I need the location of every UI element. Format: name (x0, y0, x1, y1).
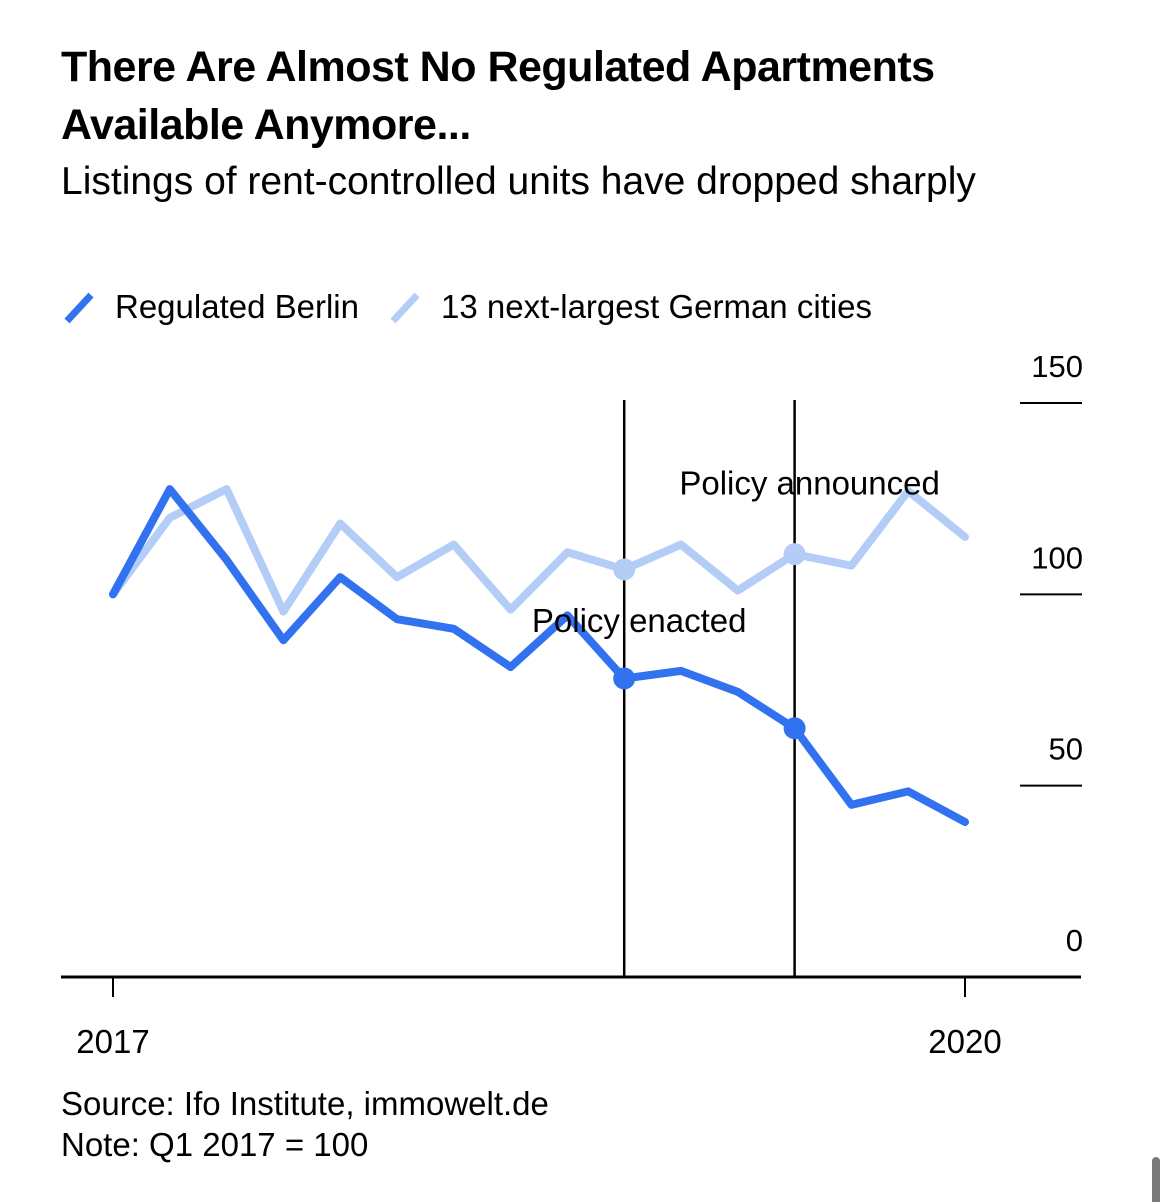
source-notes: Source: Ifo Institute, immowelt.de Note:… (61, 1083, 549, 1165)
line-chart: 0 50 100 150 Policy enacted Policy announced… (61, 349, 1083, 1060)
legend: Regulated Berlin 13 next-largest German … (61, 287, 900, 327)
data-point-marker (613, 667, 636, 690)
chart-title: There Are Almost No Regulated Apartments… (61, 43, 935, 149)
annotation-label: Policy announced (679, 464, 940, 501)
annotations: Policy enacted Policy announced (532, 464, 940, 639)
y-tick-label: 150 (1031, 349, 1083, 384)
data-point-marker (783, 543, 806, 566)
legend-label-other-cities: 13 next-largest German cities (441, 288, 873, 325)
x-tick-label: 2017 (76, 1023, 149, 1060)
legend-item-other-cities: 13 next-largest German cities (387, 287, 872, 327)
series-line-berlin (109, 485, 969, 827)
legend-label-berlin: Regulated Berlin (115, 288, 359, 325)
series-lines (109, 485, 969, 827)
legend-item-berlin: Regulated Berlin (61, 287, 359, 327)
y-tick-label: 50 (1049, 732, 1083, 767)
annotation-label: Policy enacted (532, 602, 747, 639)
x-tick-label: 2020 (928, 1023, 1001, 1060)
data-point-marker (613, 558, 636, 581)
y-tick-label: 100 (1031, 540, 1083, 575)
legend-swatch-other-cities-icon (390, 292, 420, 324)
y-axis: 0 50 100 150 (1020, 349, 1083, 958)
scrollbar-thumb[interactable] (1152, 1157, 1160, 1202)
chart-subtitle: Listings of rent-controlled units have d… (61, 160, 976, 203)
note-text: Note: Q1 2017 = 100 (61, 1126, 369, 1163)
y-tick-label: 0 (1066, 923, 1083, 958)
x-axis: 2017 2020 (61, 975, 1081, 1060)
series-line-other-cities (109, 485, 969, 616)
data-point-marker (783, 717, 806, 740)
source-text: Source: Ifo Institute, immowelt.de (61, 1085, 549, 1122)
legend-swatch-berlin-icon (64, 292, 94, 324)
